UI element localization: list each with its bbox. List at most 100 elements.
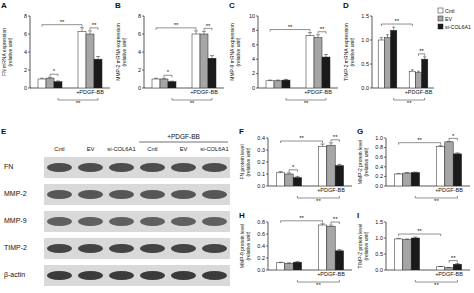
bar [276, 173, 284, 186]
bracket-line [156, 28, 196, 30]
tick-label: 0.0 [361, 85, 369, 91]
row-label: β-actin [4, 271, 25, 279]
panel-letter: I [357, 211, 359, 220]
significance: ** [299, 135, 304, 141]
significance: ** [320, 26, 325, 32]
bar [384, 38, 390, 88]
tick-label: 2 [24, 67, 27, 73]
marks [394, 141, 461, 186]
error-bar [405, 172, 409, 173]
error-line [297, 261, 298, 263]
blot-band [202, 244, 227, 253]
error-cap [279, 262, 283, 263]
marks [152, 31, 216, 88]
tick-label: 6 [24, 31, 27, 37]
error-line [98, 57, 99, 60]
significance: ** [333, 216, 338, 222]
error-bar [210, 56, 214, 59]
error-cap [439, 266, 443, 267]
tick-label: 0.0 [257, 183, 265, 189]
blot-band [202, 190, 227, 199]
chart-panel: GMMP-2 protein level(relative unit)0.00.… [357, 127, 470, 204]
error-bar [392, 27, 395, 30]
significance: ** [451, 255, 456, 261]
bar [436, 267, 444, 270]
axis-title: (relative unit) [363, 231, 369, 260]
bracket-line [318, 32, 326, 34]
row-label: MMP-9 [4, 217, 27, 224]
blot-band [202, 163, 227, 172]
category-label: +PDGF-BB [190, 89, 218, 95]
bar [415, 73, 421, 88]
bar [445, 142, 453, 186]
significance: ** [419, 48, 424, 54]
error-bar [162, 78, 166, 80]
bar [394, 174, 402, 186]
error-bar [447, 267, 451, 268]
significance: ** [333, 134, 338, 140]
tick-label: 0.8 [257, 219, 265, 225]
significance: ** [316, 198, 321, 204]
category-label: +PDGF-BB [317, 271, 345, 277]
tick-label: 1.5 [375, 219, 383, 225]
error-line [82, 28, 83, 32]
bracket-line [50, 74, 58, 76]
tick-label: 0.8 [375, 144, 383, 150]
panel-letter: H [239, 211, 245, 220]
error-cap [405, 238, 409, 239]
panel-letter: E [1, 127, 7, 136]
error-cap [284, 79, 288, 80]
bracket-line [331, 140, 339, 142]
figure: AFN mRNA expression(relative unit)02468+… [0, 0, 474, 293]
error-bar [202, 31, 206, 34]
bracket-line [449, 138, 457, 140]
legend-swatch [438, 16, 443, 21]
tick-label: 0.4 [257, 243, 265, 249]
panel-letter: B [115, 1, 121, 10]
bar [453, 154, 461, 186]
legend-label: EV [445, 16, 453, 22]
bracket: ** [42, 19, 82, 27]
bar [453, 264, 461, 270]
lane-label: Cntl [54, 146, 64, 152]
bracket: ** [281, 135, 323, 143]
tick-label: 0.3 [257, 147, 265, 153]
significance: ** [407, 100, 412, 106]
error-cap [210, 55, 214, 56]
error-cap [321, 144, 325, 145]
error-bar [295, 261, 299, 263]
blot-membrane [44, 184, 230, 205]
lane-label: si-COL6A1 [107, 146, 135, 152]
blot-band [171, 217, 196, 226]
bracket-line [419, 54, 425, 56]
error-bar [397, 173, 401, 174]
error-cap [287, 172, 291, 173]
blot-band [140, 190, 165, 199]
error-bar [405, 238, 409, 240]
blot-band [78, 190, 103, 199]
bar [335, 166, 343, 186]
error-cap [295, 261, 299, 262]
error-cap [337, 249, 341, 250]
error-bar [337, 250, 341, 251]
y-axis [258, 16, 259, 88]
bracket-line [399, 143, 441, 145]
axis-title: (relative unit) [245, 147, 251, 176]
bracket: ** [172, 98, 212, 106]
bracket: ** [281, 215, 323, 223]
tick-label: 0.2 [257, 255, 265, 261]
significance: ** [394, 18, 399, 24]
bar [322, 57, 330, 88]
blot-membrane [44, 157, 230, 178]
blot-membrane [44, 211, 230, 232]
error-line [204, 31, 205, 34]
error-line [387, 35, 388, 38]
marks [276, 143, 343, 186]
bar [208, 58, 216, 88]
axis-title: (relative unit) [235, 37, 241, 66]
y-axis [30, 16, 31, 88]
tick-label: 1.5 [361, 13, 369, 19]
tick-label: 1.0 [375, 135, 383, 141]
error-line [326, 55, 327, 58]
significance: ** [434, 198, 439, 204]
